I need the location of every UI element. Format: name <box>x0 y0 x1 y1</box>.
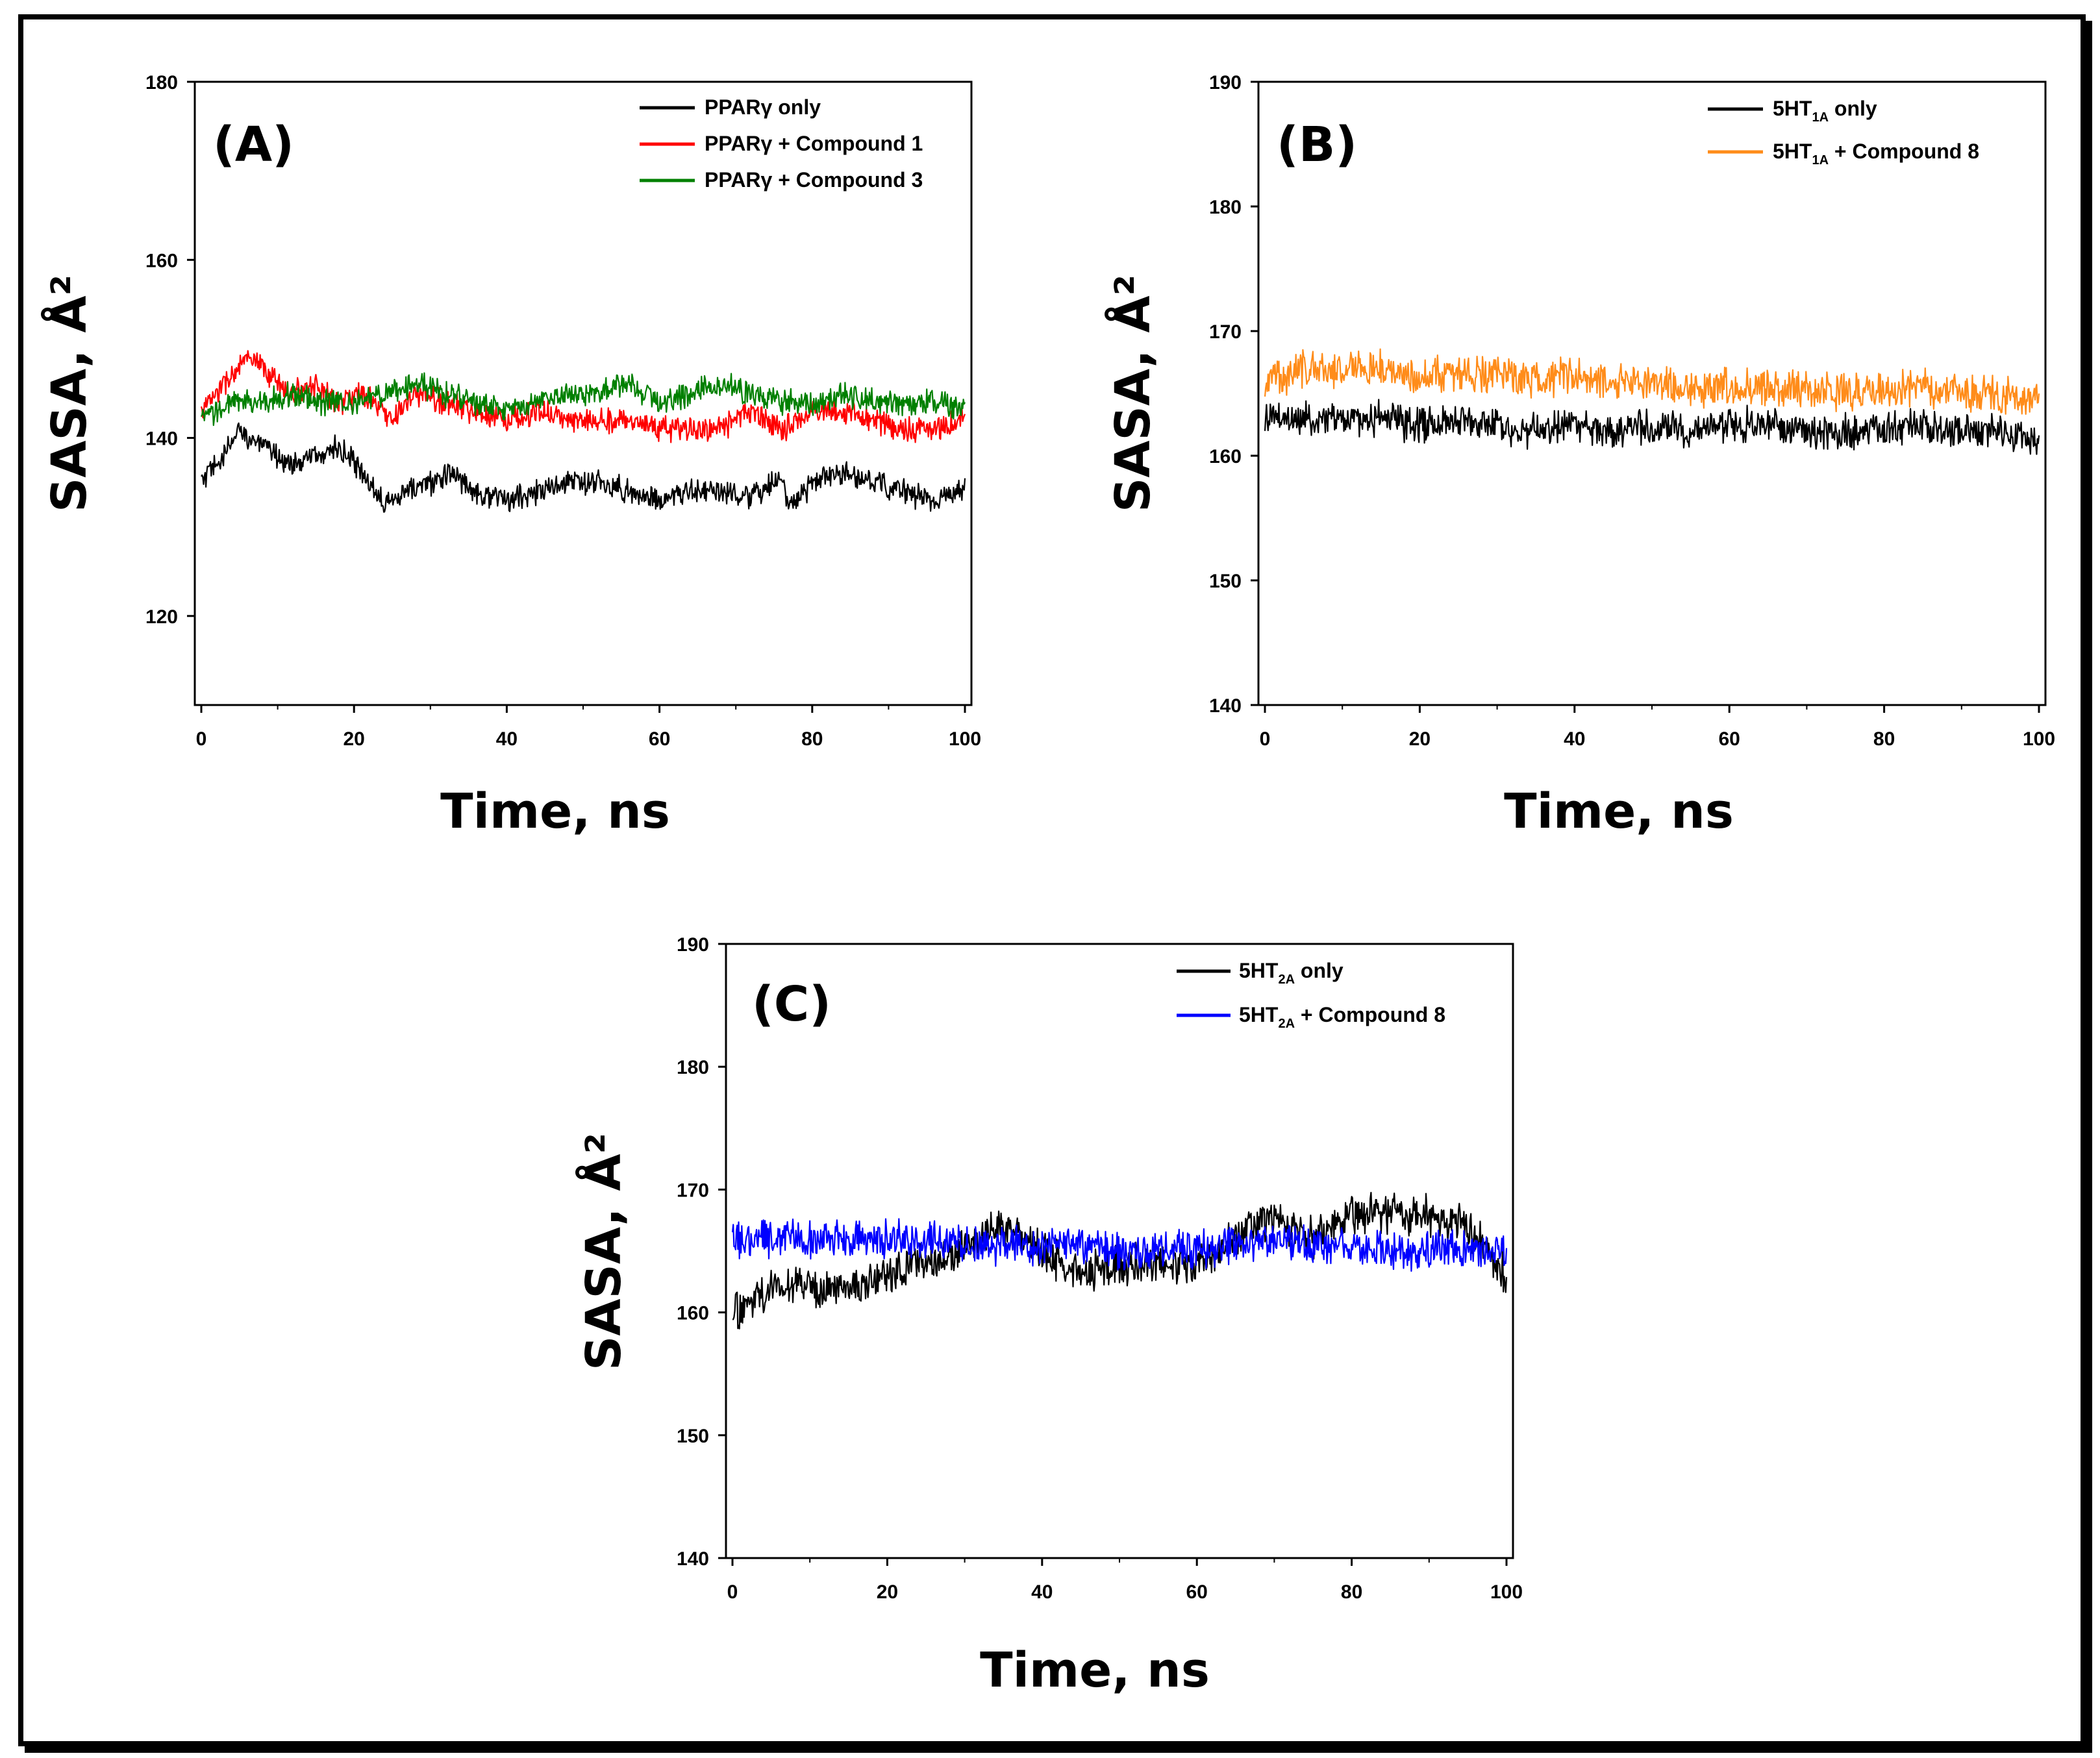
panel-b-x-tick-label: 40 <box>1564 728 1585 750</box>
panel-a-y-axis-title: SASA, Å² <box>40 275 97 512</box>
panel-b: 0 20 40 60 80 100 140 150 160 170 180 190 (B) Time,… <box>1104 72 2055 839</box>
panel-b-x-tick-label: 100 <box>2023 728 2055 750</box>
figure-frame <box>18 14 2086 1746</box>
panel-a-legend-label-3: PPARγ + Compound 3 <box>705 168 923 192</box>
panel-b-label: (B) <box>1277 117 1357 173</box>
panel-a-y-tick-label: 140 <box>145 428 178 450</box>
panel-b-legend-label-1: 5HT1A only <box>1773 97 1877 125</box>
panel-b-legend-label-2: 5HT1A + Compound 8 <box>1773 140 1979 167</box>
panel-c-ticks: 0 20 40 60 80 100 140 150 160 170 180 190 <box>677 934 1523 1603</box>
panel-c-legend-label-2: 5HT2A + Compound 8 <box>1239 1003 1445 1031</box>
panel-c-series <box>731 1191 1508 1330</box>
panel-b-x-tick-label: 0 <box>1260 728 1271 750</box>
panel-a-x-tick-label: 0 <box>196 728 207 750</box>
panel-a-legend: PPARγ only PPARγ + Compound 1 PPARγ + Comp… <box>640 95 923 192</box>
panel-c-y-tick-label: 160 <box>677 1303 709 1324</box>
panel-a-y-tick-label: 120 <box>145 606 178 628</box>
panel-b-legend: 5HT1A only 5HT1A + Compound 8 <box>1708 97 1979 167</box>
panel-b-series <box>1264 348 2040 455</box>
panel-b-ticks: 0 20 40 60 80 100 140 150 160 170 180 190 <box>1209 72 2055 750</box>
panel-a-x-axis-title: Time, ns <box>440 784 670 839</box>
panel-c-x-tick-label: 60 <box>1186 1581 1208 1603</box>
panel-b-y-tick-label: 190 <box>1209 72 1242 93</box>
panel-c-series-1-line <box>732 1191 1508 1330</box>
panel-b-x-tick-label: 60 <box>1719 728 1740 750</box>
panel-a-series-3-line <box>200 372 966 427</box>
panel-a-label: (A) <box>213 117 294 173</box>
panel-a-ticks: 0 20 40 60 80 100 120 140 160 180 <box>145 72 981 750</box>
panel-b-y-tick-label: 140 <box>1209 695 1242 717</box>
panel-c-y-tick-label: 170 <box>677 1180 709 1201</box>
panel-c-x-tick-label: 0 <box>727 1581 738 1603</box>
panel-c-legend: 5HT2A only 5HT2A + Compound 8 <box>1177 959 1445 1031</box>
panel-b-series-2-line <box>1264 348 2040 415</box>
panel-c-y-tick-label: 180 <box>677 1057 709 1078</box>
panel-c: 0 20 40 60 80 100 140 150 160 170 180 190 (C) Time,… <box>575 934 1523 1698</box>
panel-c-series-2-line <box>731 1218 1508 1272</box>
panel-a-x-tick-label: 80 <box>801 728 823 750</box>
panel-b-y-tick-label: 150 <box>1209 571 1242 592</box>
panel-a: 0 20 40 60 80 100 120 140 160 180 (A) Time, ns SA… <box>40 72 981 839</box>
panel-c-legend-label-1: 5HT2A only <box>1239 959 1344 987</box>
panel-a-y-tick-label: 160 <box>145 250 178 271</box>
panel-b-y-axis-title: SASA, Å² <box>1104 275 1161 512</box>
panel-a-y-tick-label: 180 <box>145 72 178 93</box>
panel-b-x-axis-title: Time, ns <box>1504 784 1734 839</box>
panel-c-x-axis-title: Time, ns <box>980 1642 1210 1698</box>
panel-c-x-tick-label: 20 <box>877 1581 898 1603</box>
panel-a-x-tick-label: 40 <box>496 728 518 750</box>
panel-c-y-tick-label: 150 <box>677 1426 709 1447</box>
panel-c-x-tick-label: 80 <box>1341 1581 1362 1603</box>
panel-c-label: (C) <box>752 976 831 1032</box>
panel-a-x-tick-label: 60 <box>649 728 670 750</box>
panel-a-x-tick-label: 20 <box>344 728 365 750</box>
panel-a-x-tick-label: 100 <box>949 728 981 750</box>
panel-b-x-tick-label: 80 <box>1873 728 1895 750</box>
panel-b-y-tick-label: 170 <box>1209 321 1242 343</box>
panel-a-legend-label-2: PPARγ + Compound 1 <box>705 132 923 155</box>
panel-a-series <box>200 350 966 513</box>
panel-c-y-tick-label: 190 <box>677 934 709 956</box>
panel-b-x-tick-label: 20 <box>1409 728 1431 750</box>
panel-b-y-tick-label: 160 <box>1209 446 1242 467</box>
panel-c-x-tick-label: 100 <box>1490 1581 1523 1603</box>
panel-c-x-tick-label: 40 <box>1031 1581 1053 1603</box>
panel-c-y-tick-label: 140 <box>677 1548 709 1570</box>
panel-b-y-tick-label: 180 <box>1209 197 1242 218</box>
panel-b-series-1-line <box>1264 399 2040 455</box>
panel-c-y-axis-title: SASA, Å² <box>575 1133 632 1370</box>
panel-b-plot-frame <box>1257 80 2047 706</box>
panel-a-series-1-line <box>201 422 966 513</box>
panel-a-legend-label-1: PPARγ only <box>705 95 821 119</box>
